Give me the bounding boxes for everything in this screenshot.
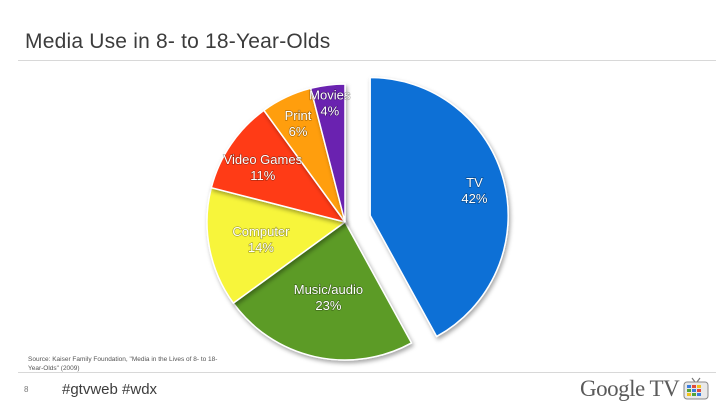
slice-percent-label: 42% <box>461 191 487 206</box>
slice-percent-label: 4% <box>320 104 339 119</box>
footer-divider <box>18 372 716 373</box>
google-tv-icon <box>683 377 709 400</box>
slice-label: TV <box>466 175 483 190</box>
slice-label: Computer <box>232 224 290 239</box>
page-number: 8 <box>24 385 29 394</box>
pie-slice-video-games <box>210 109 347 224</box>
title-divider <box>18 60 716 61</box>
slice-percent-label: 11% <box>250 168 275 183</box>
slice-percent-label: 6% <box>289 124 308 139</box>
google-tv-logo: Google TV <box>580 374 709 404</box>
pie-slice-movies <box>309 83 346 223</box>
slice-label: Print <box>285 108 312 123</box>
slice-label: Movies <box>309 88 351 103</box>
pie-slice-tv <box>369 76 509 338</box>
slice-percent-label: 23% <box>315 298 341 313</box>
slice-label: Music/audio <box>294 282 363 297</box>
pie-slice-music-audio <box>232 220 413 361</box>
hashtags: #gtvweb #wdx <box>62 381 158 398</box>
slide-title: Media Use in 8- to 18-Year-Olds <box>25 30 331 53</box>
slice-label: Video Games <box>224 152 303 167</box>
source-citation: Source: Kaiser Family Foundation, "Media… <box>28 356 218 372</box>
brand-name: Google TV <box>580 376 680 401</box>
pie-slice-computer <box>206 186 347 305</box>
slice-percent-label: 14% <box>248 240 274 255</box>
